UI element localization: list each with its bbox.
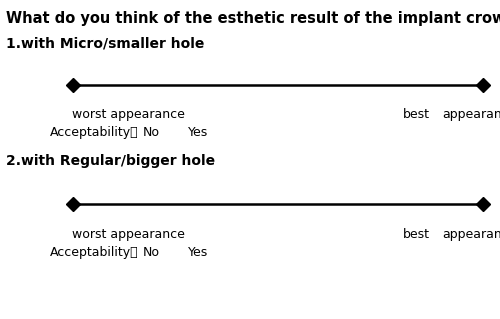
Text: appearance: appearance bbox=[442, 108, 500, 121]
Text: best: best bbox=[402, 108, 429, 121]
Text: worst appearance: worst appearance bbox=[72, 228, 186, 241]
Text: worst appearance: worst appearance bbox=[72, 108, 186, 121]
Text: No: No bbox=[142, 246, 160, 258]
Text: Yes: Yes bbox=[188, 126, 208, 139]
Text: 2.with Regular/bigger hole: 2.with Regular/bigger hole bbox=[6, 154, 215, 168]
Text: best: best bbox=[402, 228, 429, 241]
Text: Acceptability：: Acceptability： bbox=[50, 246, 138, 258]
Text: appearance: appearance bbox=[442, 228, 500, 241]
Text: What do you think of the esthetic result of the implant crown？: What do you think of the esthetic result… bbox=[6, 11, 500, 26]
Text: Acceptability：: Acceptability： bbox=[50, 126, 138, 139]
Text: No: No bbox=[142, 126, 160, 139]
Text: 1.with Micro/smaller hole: 1.with Micro/smaller hole bbox=[6, 36, 204, 50]
Text: Yes: Yes bbox=[188, 246, 208, 258]
